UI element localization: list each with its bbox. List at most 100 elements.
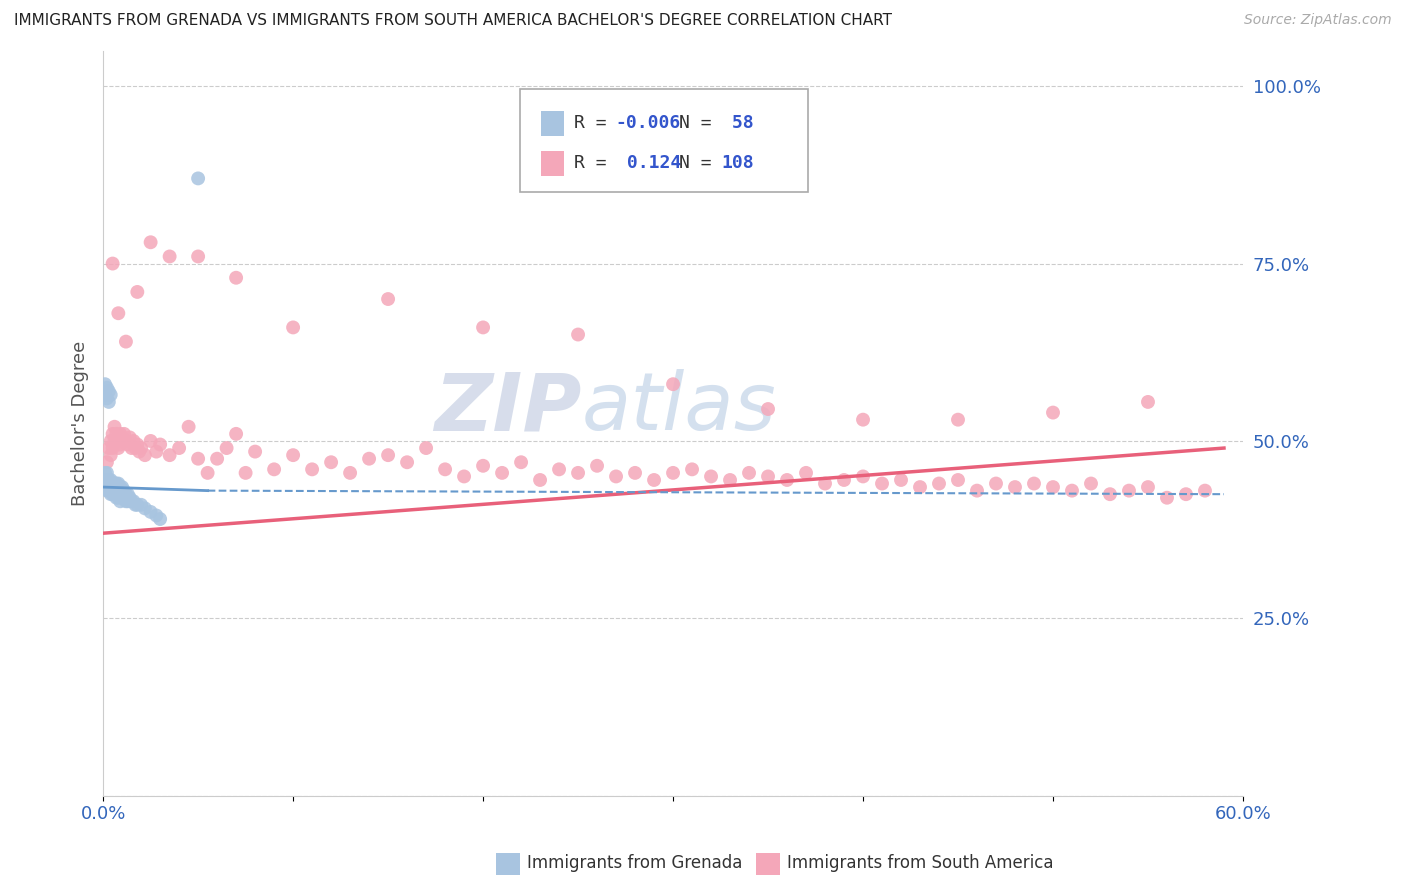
Point bbox=[97, 483, 120, 498]
Text: 58: 58 bbox=[721, 114, 754, 132]
Point bbox=[128, 444, 150, 458]
Point bbox=[1022, 476, 1045, 491]
Point bbox=[776, 473, 799, 487]
Point bbox=[110, 494, 132, 508]
Point bbox=[96, 455, 118, 469]
Point bbox=[94, 388, 117, 402]
Point bbox=[700, 469, 723, 483]
Point bbox=[96, 473, 118, 487]
Point bbox=[243, 444, 266, 458]
Point bbox=[756, 402, 779, 417]
Point bbox=[100, 476, 122, 491]
Point bbox=[111, 434, 134, 448]
Point bbox=[121, 441, 143, 455]
Text: R =: R = bbox=[574, 114, 617, 132]
Point bbox=[117, 437, 139, 451]
Point bbox=[434, 462, 457, 476]
Point bbox=[101, 476, 124, 491]
Text: R =: R = bbox=[574, 154, 617, 172]
Point bbox=[101, 426, 124, 441]
Point bbox=[107, 430, 129, 444]
Point bbox=[101, 256, 124, 270]
Point bbox=[167, 441, 190, 455]
Point bbox=[359, 451, 381, 466]
Point bbox=[756, 469, 779, 483]
Point bbox=[1098, 487, 1121, 501]
Point bbox=[103, 434, 125, 448]
Point bbox=[377, 292, 399, 306]
Point bbox=[1136, 480, 1159, 494]
Point bbox=[127, 498, 149, 512]
Point bbox=[197, 466, 219, 480]
Point bbox=[396, 455, 419, 469]
Text: 108: 108 bbox=[721, 154, 754, 172]
Point bbox=[1118, 483, 1140, 498]
Point bbox=[946, 473, 969, 487]
Point bbox=[105, 483, 128, 498]
Point bbox=[105, 491, 128, 505]
Point bbox=[112, 491, 135, 505]
Point bbox=[718, 473, 741, 487]
Point bbox=[100, 448, 122, 462]
Point bbox=[122, 494, 145, 508]
Point bbox=[281, 448, 304, 462]
Point bbox=[832, 473, 855, 487]
Point bbox=[111, 480, 134, 494]
Point bbox=[1042, 480, 1064, 494]
Point bbox=[149, 437, 172, 451]
Point bbox=[946, 412, 969, 426]
Point bbox=[281, 320, 304, 334]
Point bbox=[187, 250, 209, 264]
Point bbox=[415, 441, 437, 455]
Point bbox=[215, 441, 238, 455]
Point bbox=[567, 466, 589, 480]
Text: -0.006: -0.006 bbox=[616, 114, 681, 132]
Point bbox=[1004, 480, 1026, 494]
Point bbox=[103, 476, 125, 491]
Point bbox=[263, 462, 285, 476]
Point bbox=[97, 473, 120, 487]
Point bbox=[339, 466, 361, 480]
Point bbox=[149, 512, 172, 526]
Point bbox=[472, 458, 495, 473]
Point bbox=[111, 430, 134, 444]
Point bbox=[100, 434, 122, 448]
Text: 0.124: 0.124 bbox=[616, 154, 681, 172]
Point bbox=[319, 455, 342, 469]
Point bbox=[100, 480, 122, 494]
Point bbox=[115, 494, 138, 508]
Text: atlas: atlas bbox=[582, 369, 776, 447]
Point bbox=[984, 476, 1007, 491]
Point bbox=[97, 384, 120, 399]
Point bbox=[103, 476, 125, 491]
Point bbox=[662, 377, 685, 392]
Point bbox=[100, 487, 122, 501]
Point bbox=[643, 473, 665, 487]
Point bbox=[94, 377, 117, 392]
Y-axis label: Bachelor's Degree: Bachelor's Degree bbox=[72, 341, 89, 506]
Point bbox=[966, 483, 988, 498]
Point bbox=[127, 285, 149, 299]
Point bbox=[510, 455, 533, 469]
Point bbox=[301, 462, 323, 476]
Point bbox=[94, 480, 117, 494]
Point bbox=[97, 441, 120, 455]
Point bbox=[145, 444, 167, 458]
Point bbox=[107, 480, 129, 494]
Point bbox=[115, 487, 138, 501]
Text: ZIP: ZIP bbox=[434, 369, 582, 447]
Point bbox=[96, 483, 118, 498]
Point bbox=[139, 235, 162, 250]
Point bbox=[453, 469, 475, 483]
Point bbox=[111, 491, 134, 505]
Point bbox=[97, 395, 120, 409]
Point bbox=[491, 466, 513, 480]
Point bbox=[96, 466, 118, 480]
Point bbox=[139, 505, 162, 519]
Point bbox=[908, 480, 931, 494]
Point bbox=[187, 451, 209, 466]
Point bbox=[586, 458, 609, 473]
Point bbox=[1080, 476, 1102, 491]
Point bbox=[852, 412, 875, 426]
Point bbox=[928, 476, 950, 491]
